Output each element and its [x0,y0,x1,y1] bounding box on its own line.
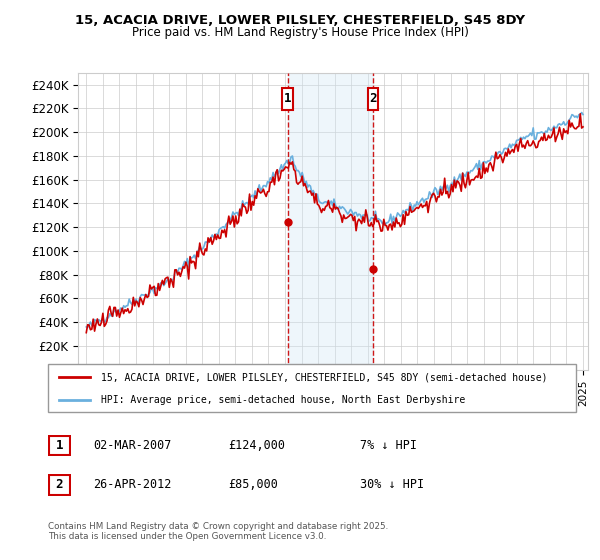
Text: 1: 1 [284,92,292,105]
FancyBboxPatch shape [49,436,70,455]
Text: 30% ↓ HPI: 30% ↓ HPI [360,478,424,491]
FancyBboxPatch shape [48,364,576,412]
Text: 02-MAR-2007: 02-MAR-2007 [93,438,172,452]
Text: 2: 2 [56,478,63,492]
Text: 26-APR-2012: 26-APR-2012 [93,478,172,491]
Text: 7% ↓ HPI: 7% ↓ HPI [360,438,417,452]
Text: 1: 1 [56,439,63,452]
Text: £124,000: £124,000 [228,438,285,452]
Text: Contains HM Land Registry data © Crown copyright and database right 2025.
This d: Contains HM Land Registry data © Crown c… [48,522,388,542]
Text: Price paid vs. HM Land Registry's House Price Index (HPI): Price paid vs. HM Land Registry's House … [131,26,469,39]
Text: 15, ACACIA DRIVE, LOWER PILSLEY, CHESTERFIELD, S45 8DY: 15, ACACIA DRIVE, LOWER PILSLEY, CHESTER… [75,14,525,27]
FancyBboxPatch shape [49,475,70,494]
FancyBboxPatch shape [283,88,293,110]
Text: 15, ACACIA DRIVE, LOWER PILSLEY, CHESTERFIELD, S45 8DY (semi-detached house): 15, ACACIA DRIVE, LOWER PILSLEY, CHESTER… [101,372,547,382]
Bar [288,73,373,370]
FancyBboxPatch shape [368,88,379,110]
Text: £85,000: £85,000 [228,478,278,491]
Text: HPI: Average price, semi-detached house, North East Derbyshire: HPI: Average price, semi-detached house,… [101,395,465,405]
Text: 2: 2 [370,92,377,105]
